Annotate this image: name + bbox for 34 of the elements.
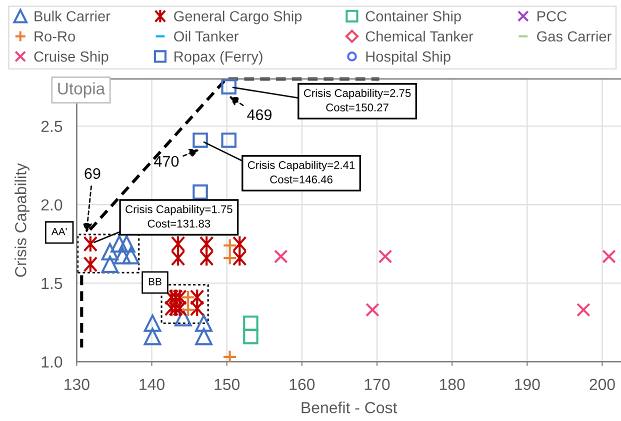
legend-label: Ropax (Ferry) (174, 51, 262, 65)
annotation: Crisis Capability=1.75 Cost=131.83 (126, 205, 232, 228)
x-tick-label: 150 (214, 378, 240, 390)
legend-label: Cruise Ship (34, 51, 108, 65)
legend-label: Chemical Tanker (366, 30, 474, 42)
x-tick-label: 130 (64, 378, 90, 390)
legend-label: Ro-Ro (34, 31, 76, 42)
legend-label: Bulk Carrier (34, 10, 110, 22)
annotation: Crisis Capability=2.75 Cost=150.27 (304, 88, 411, 112)
y-tick-label: 1.5 (42, 278, 62, 290)
legend-label: Oil Tanker (174, 30, 238, 42)
legend-label: Container Ship (366, 10, 461, 24)
x-tick-label: 140 (140, 378, 164, 390)
x-tick-label: 180 (440, 378, 465, 390)
x-tick-label: 200 (590, 378, 615, 390)
y-axis-title: Crisis Capability (14, 163, 30, 277)
annotation: 470 (154, 156, 179, 167)
x-tick-label: 190 (515, 378, 540, 390)
y-tick-label: 1.0 (42, 356, 62, 368)
x-tick-label: 160 (290, 378, 315, 390)
legend-label: General Cargo Ship (174, 10, 302, 24)
annotation: 69 (84, 168, 100, 179)
annotation: 469 (247, 109, 272, 120)
y-tick-label: 2.0 (41, 199, 62, 211)
annotation: Utopia (58, 82, 106, 98)
legend-label: PCC (538, 11, 567, 22)
annotation: BB (148, 278, 162, 286)
x-tick-label: 170 (364, 378, 390, 390)
annotation: AA' (51, 228, 67, 236)
y-tick-label: 2.5 (41, 120, 62, 132)
x-axis-title: Benefit - Cost (302, 402, 398, 414)
annotation: Crisis Capability=2.41 Cost=146.46 (248, 160, 355, 184)
legend-label: Hospital Ship (366, 51, 450, 65)
legend-label: Gas Carrier (537, 30, 612, 42)
